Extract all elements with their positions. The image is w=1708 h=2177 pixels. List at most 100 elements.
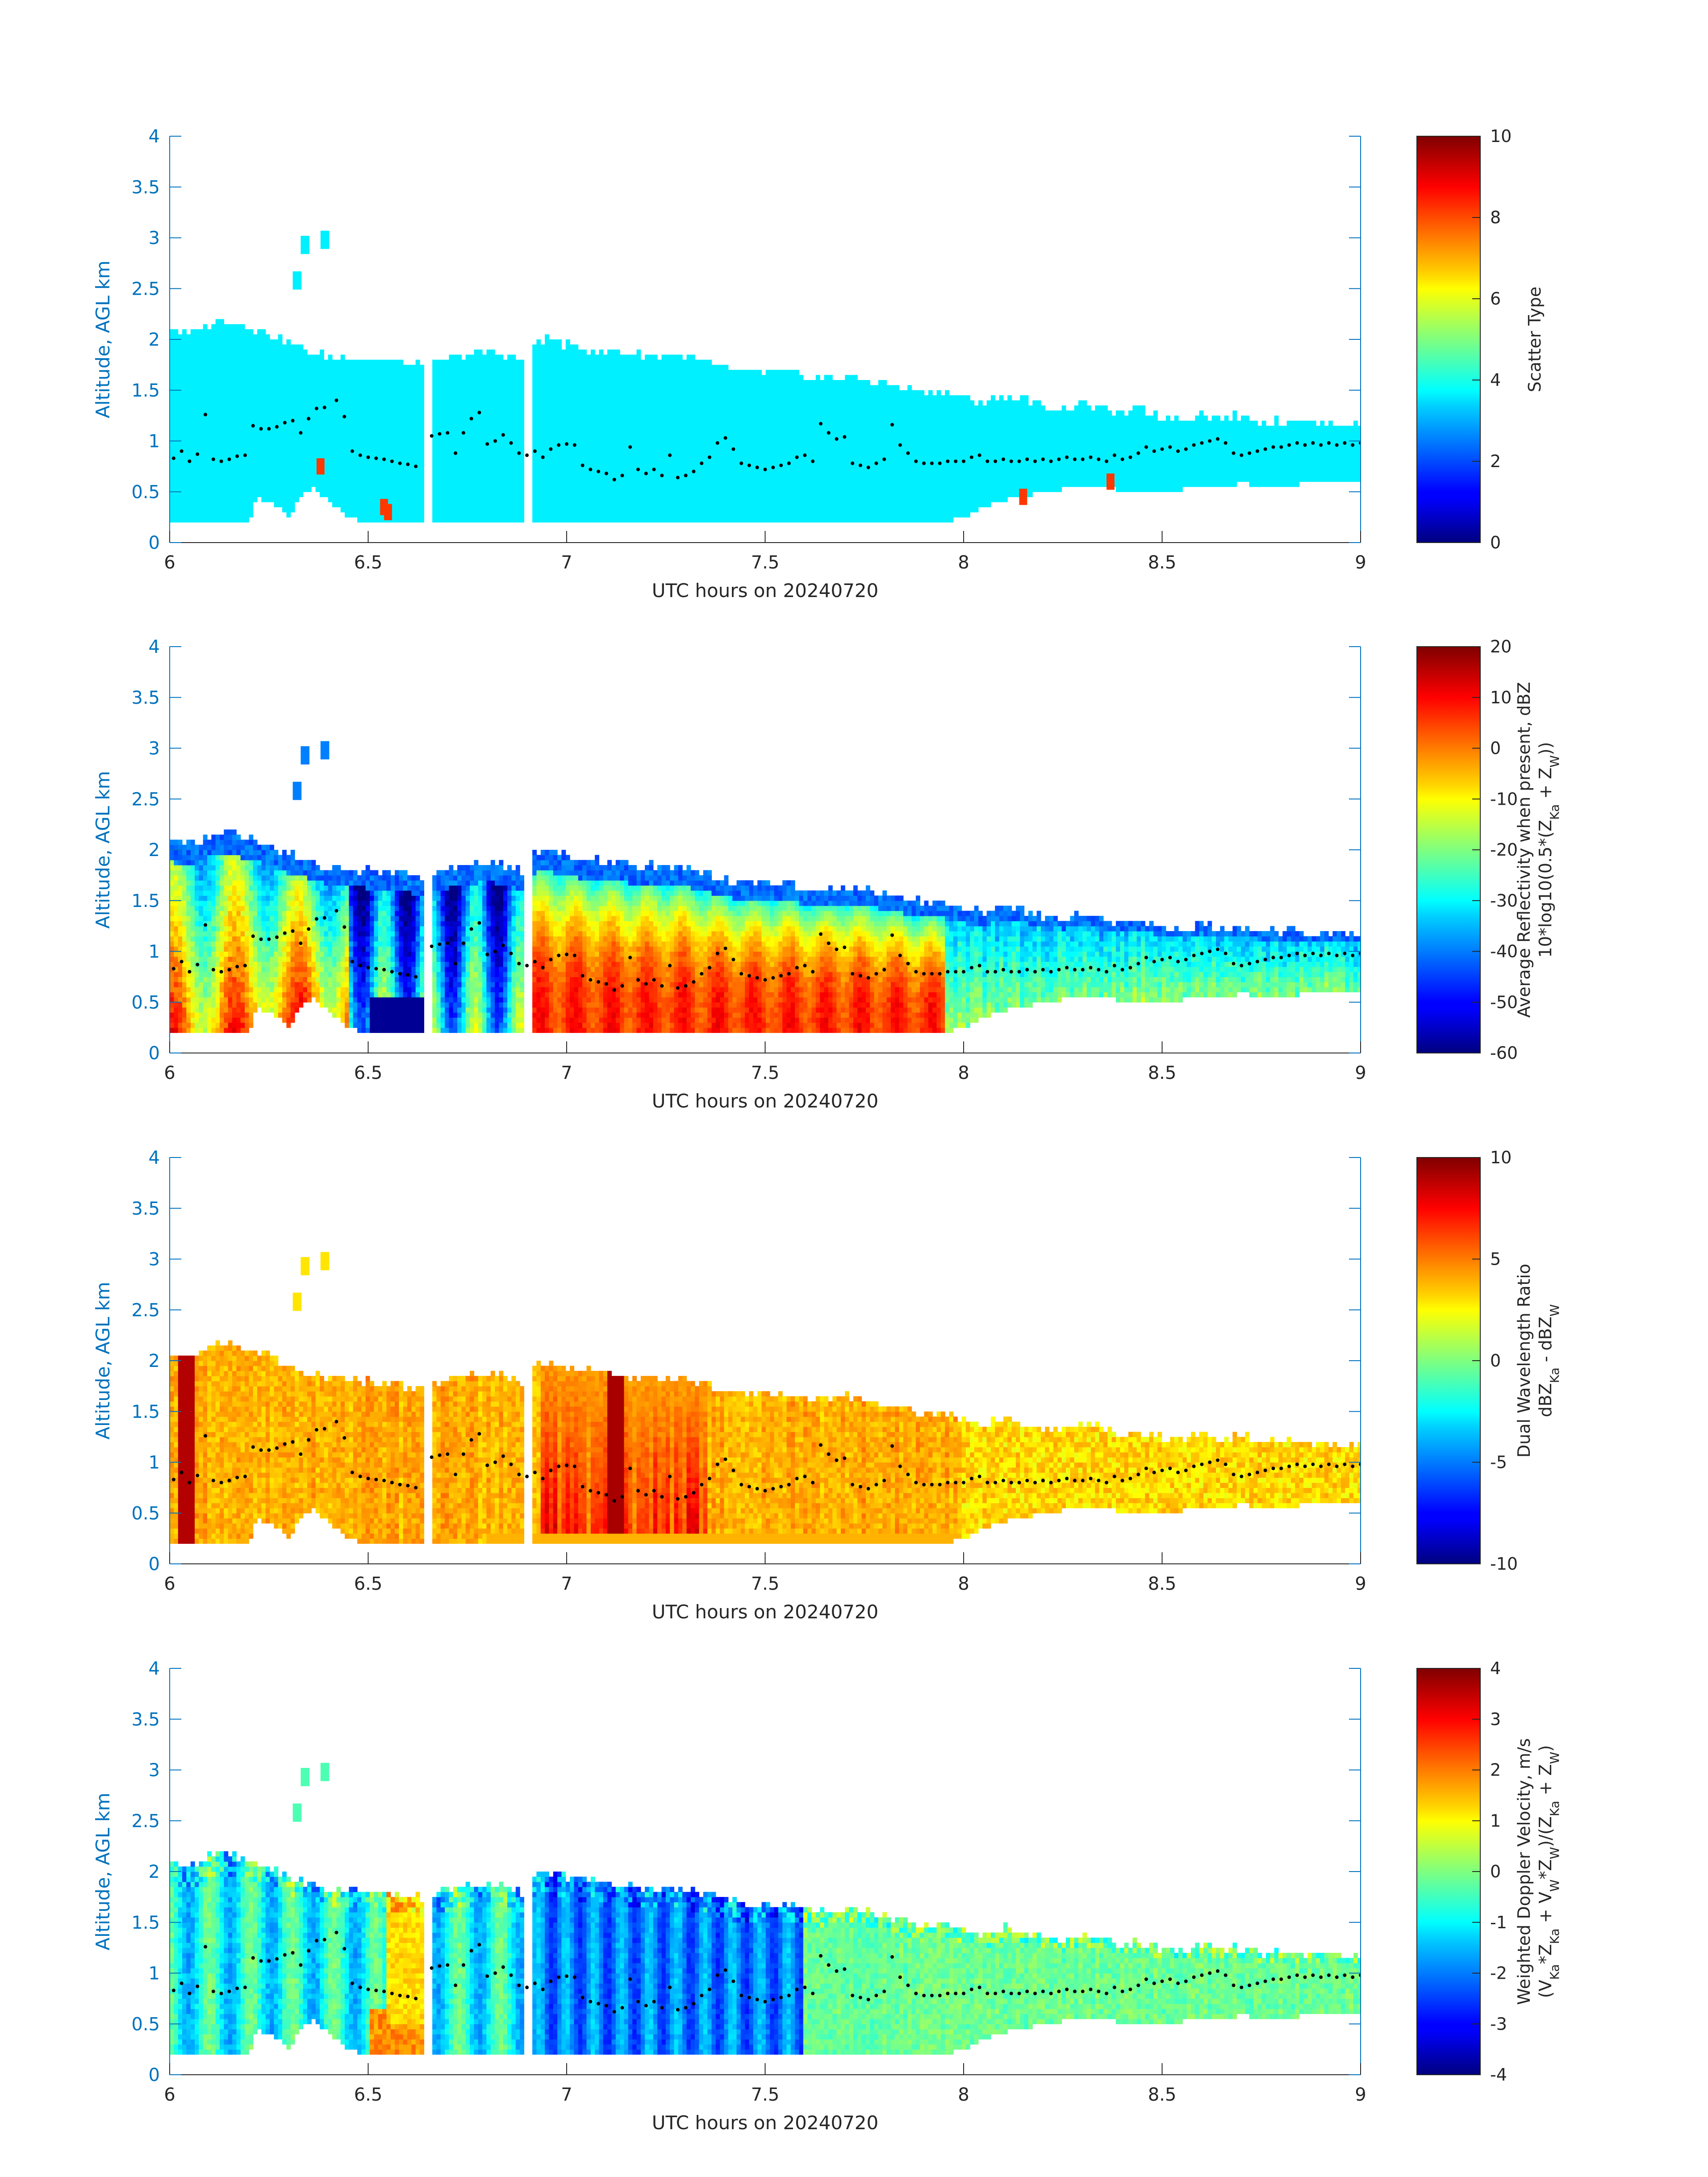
heatmap-cell [695, 507, 699, 513]
heatmap-cell [457, 436, 462, 442]
heatmap-cell [240, 364, 245, 370]
heatmap-cell [511, 390, 516, 396]
heatmap-cell [390, 370, 395, 376]
heatmap-cell [557, 395, 562, 401]
heatmap-cell [728, 375, 733, 380]
heatmap-cell [445, 410, 449, 416]
heatmap-cell [786, 415, 791, 421]
heatmap-cell [799, 375, 804, 380]
heatmap-cell [632, 400, 637, 406]
heatmap-cell [482, 476, 487, 482]
heatmap-cell [282, 375, 287, 380]
heatmap-cell [382, 461, 387, 467]
heatmap-cell [561, 466, 566, 472]
heatmap-cell [740, 497, 745, 502]
heatmap-cell [286, 364, 291, 370]
heatmap-cell [499, 364, 504, 370]
heatmap-cell [232, 451, 237, 457]
heatmap-cell [707, 471, 712, 477]
heatmap-cell [303, 451, 308, 457]
heatmap-cell [749, 400, 754, 406]
heatmap-cell [590, 461, 595, 467]
heatmap-cell [599, 507, 604, 513]
heatmap-cell [340, 476, 345, 482]
heatmap-cell [386, 415, 391, 421]
heatmap-cell [370, 517, 374, 523]
heatmap-cell [749, 380, 754, 385]
heatmap-cell [295, 355, 299, 360]
heatmap-cell [453, 359, 458, 365]
heatmap-cell [661, 481, 666, 487]
heatmap-cell [215, 512, 220, 518]
heatmap-cell [728, 415, 733, 421]
heatmap-cell [199, 349, 204, 355]
heatmap-cell [203, 426, 208, 431]
heatmap-cell [495, 517, 499, 523]
heatmap-cell [365, 446, 370, 451]
heatmap-cell [445, 456, 449, 462]
heatmap-cell [536, 349, 541, 355]
heatmap-cell [770, 481, 775, 487]
heatmap-cell [699, 421, 704, 426]
heatmap-cell [582, 364, 587, 370]
heatmap-cell [336, 359, 341, 365]
heatmap-cell [595, 471, 599, 477]
heatmap-cell [224, 512, 229, 518]
heatmap-cell [486, 456, 491, 462]
heatmap-cell [778, 400, 783, 406]
heatmap-cell [195, 385, 199, 391]
heatmap-cell [736, 486, 741, 492]
heatmap-cell [607, 471, 612, 477]
heatmap-cell [486, 405, 491, 411]
heatmap-cell [574, 405, 579, 411]
heatmap-cell [357, 497, 362, 502]
heatmap-cell [357, 380, 362, 385]
heatmap-cell [790, 486, 795, 492]
heatmap-cell [715, 512, 720, 518]
heatmap-cell [478, 451, 483, 457]
heatmap-cell [511, 507, 516, 513]
heatmap-cell [815, 517, 820, 523]
heatmap-cell [245, 410, 249, 416]
heatmap-cell [282, 405, 287, 411]
heatmap-cell [445, 497, 449, 502]
heatmap-cell [420, 410, 424, 416]
heatmap-cell [345, 400, 349, 406]
heatmap-cell [382, 471, 387, 477]
heatmap-cell [199, 390, 204, 396]
heatmap-cell [395, 466, 399, 472]
heatmap-cell [703, 486, 708, 492]
heatmap-cell [786, 441, 791, 447]
heatmap-cell [732, 461, 737, 467]
heatmap-cell [574, 395, 579, 401]
heatmap-cell [315, 400, 320, 406]
heatmap-cell [307, 400, 312, 406]
heatmap-cell [690, 502, 695, 507]
heatmap-cell [395, 359, 399, 365]
heatmap-cell [657, 410, 662, 416]
heatmap-cell [665, 415, 670, 421]
heatmap-cell [353, 385, 358, 391]
heatmap-cell [674, 430, 679, 436]
heatmap-cell [486, 512, 491, 518]
heatmap-cell [461, 410, 466, 416]
heatmap-cell [461, 497, 466, 502]
heatmap-cell [665, 497, 670, 502]
heatmap-cell [274, 355, 279, 360]
heatmap-cell [257, 349, 262, 355]
heatmap-cell [807, 471, 812, 477]
heatmap-cell [382, 395, 387, 401]
heatmap-cell [511, 364, 516, 370]
heatmap-cell [253, 400, 258, 406]
heatmap-cell [670, 451, 674, 457]
heatmap-cell [753, 430, 758, 436]
heatmap-cell [553, 461, 558, 467]
heatmap-cell [490, 512, 495, 518]
heatmap-cell [624, 517, 629, 523]
heatmap-cell [357, 375, 362, 380]
heatmap-cell [257, 471, 262, 477]
heatmap-cell [415, 441, 420, 447]
heatmap-cell [707, 359, 712, 365]
heatmap-cell [586, 456, 591, 462]
heatmap-cell [432, 359, 437, 365]
